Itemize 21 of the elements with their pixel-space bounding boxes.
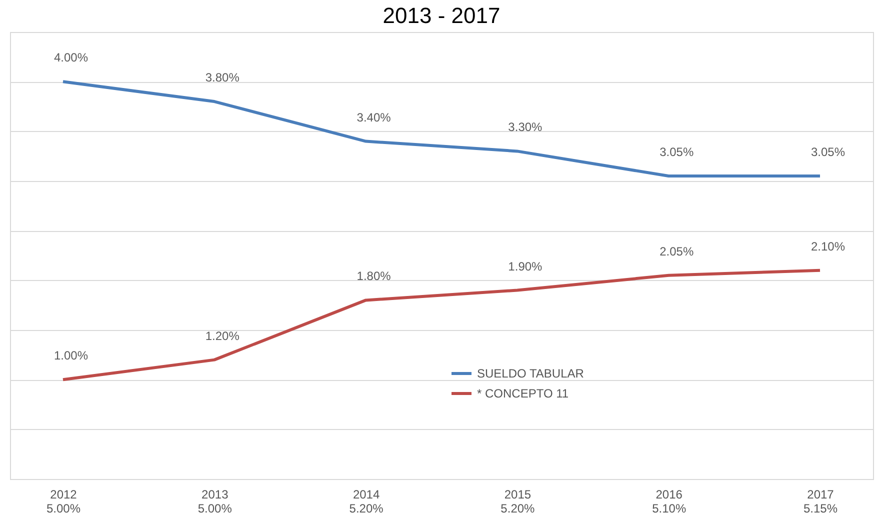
x-tick-label: 2016 5.10% xyxy=(652,488,686,516)
legend-label: * CONCEPTO 11 xyxy=(477,386,569,400)
data-label: 1.90% xyxy=(508,259,543,274)
data-label: 1.00% xyxy=(54,348,88,363)
legend-label: SUELDO TABULAR xyxy=(477,366,584,380)
x-tick-label: 2017 5.15% xyxy=(803,488,838,516)
data-label: 3.05% xyxy=(810,145,846,160)
data-label: 1.20% xyxy=(205,328,240,343)
data-label: 1.80% xyxy=(356,269,392,284)
data-label: 4.00% xyxy=(54,50,88,65)
data-label: 3.30% xyxy=(508,120,543,134)
x-tick-label: 2012 5.00% xyxy=(46,488,81,516)
x-tick-label: 2013 5.00% xyxy=(198,488,232,516)
x-tick-label: 2014 5.20% xyxy=(349,488,384,516)
x-tick-label: 2015 5.20% xyxy=(500,488,536,516)
data-label: 3.40% xyxy=(356,110,392,124)
data-label: 3.05% xyxy=(660,145,694,160)
data-label: 2.10% xyxy=(810,239,846,254)
chart-title: 2013 - 2017 xyxy=(382,3,500,28)
data-label: 2.05% xyxy=(660,244,694,258)
data-label: 3.80% xyxy=(205,70,240,85)
